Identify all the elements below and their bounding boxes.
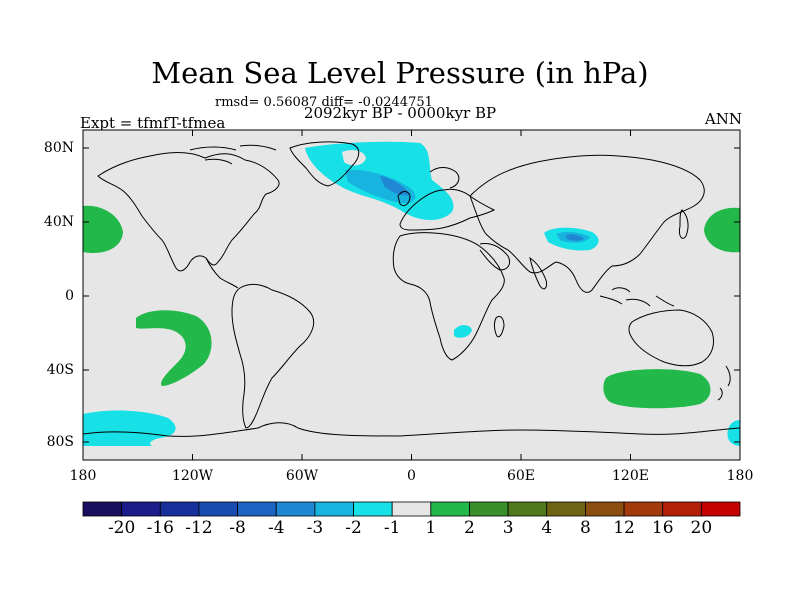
colorbar-box-3: [198, 501, 238, 517]
colorbar-label-10: 3: [502, 518, 514, 538]
lon-label-120w: 120W: [171, 468, 214, 484]
north-pacific-positive-east: [704, 207, 740, 253]
colorbar-label-5: -3: [306, 518, 324, 538]
experiment-label: Expt = tfmfT-tfmea: [80, 114, 226, 132]
colorbar-box-13: [585, 501, 625, 517]
colorbar: [82, 501, 741, 517]
antarctic-east-negative: [727, 420, 740, 446]
figure-title: Mean Sea Level Pressure (in hPa): [151, 56, 649, 90]
anomaly-fields: [83, 141, 740, 446]
greenland-positive-spot: [342, 150, 366, 166]
colorbar-label-13: 12: [613, 518, 635, 538]
colorbar-label-0: -20: [107, 518, 136, 538]
lon-label-180w: 180: [69, 468, 97, 484]
colorbar-label-15: 20: [690, 518, 713, 538]
coast-central-america: [205, 257, 239, 289]
lat-ticks: [83, 147, 740, 443]
lon-label-60w: 60W: [285, 468, 319, 484]
coast-asia: [469, 154, 705, 293]
colorbar-box-14: [623, 501, 664, 517]
colorbar-label-2: -12: [185, 518, 213, 538]
stats-text: rmsd= 0.56087 diff= -0.0244751: [215, 95, 433, 110]
colorbar-label-12: 8: [579, 518, 591, 538]
coast-greenland: [289, 141, 360, 187]
lon-label-180e: 180: [726, 468, 754, 484]
coast-north-america: [97, 152, 280, 272]
coast-south-america: [231, 283, 315, 429]
colorbar-box-7: [353, 501, 393, 517]
coast-japan: [679, 209, 689, 239]
colorbar-box-1: [121, 501, 161, 517]
colorbar-label-9: 2: [464, 518, 475, 538]
colorbar-box-6: [314, 501, 354, 517]
colorbar-label-3: -8: [229, 518, 246, 538]
period-text: 2092kyr BP - 0000kyr BP: [303, 104, 497, 122]
lat-label-80n: 80N: [43, 140, 74, 156]
colorbar-box-9: [430, 501, 470, 517]
colorbar-label-4: -4: [267, 518, 285, 538]
lat-label-80s: 80S: [46, 434, 74, 450]
coast-arctic-islands: [189, 144, 277, 165]
south-pacific-antarctic-negative: [83, 410, 176, 446]
colorbar-box-12: [546, 501, 586, 517]
coast-indonesia: [599, 287, 675, 307]
lon-label-60e: 60E: [506, 468, 536, 484]
coast-arabia: [479, 243, 511, 271]
colorbar-label-14: 16: [651, 518, 674, 538]
coast-europe: [399, 167, 496, 231]
lon-label-120e: 120E: [612, 468, 649, 484]
colorbar-box-2: [159, 501, 200, 517]
lon-ticks: [82, 130, 741, 460]
colorbar-box-11: [507, 501, 548, 517]
colorbar-label-7: -1: [383, 518, 401, 538]
coast-madagascar: [494, 315, 505, 338]
colorbar-box-8: [391, 501, 432, 517]
coast-india: [529, 256, 547, 290]
colorbar-box-5: [275, 501, 316, 517]
colorbar-label-6: -2: [345, 518, 362, 538]
south-pacific-crescent-positive: [136, 310, 212, 386]
lon-label-0: 0: [407, 468, 416, 484]
season-label: ANN: [704, 110, 742, 128]
coast-australia: [628, 309, 715, 367]
lat-label-eq: 0: [65, 288, 74, 304]
colorbar-box-10: [469, 501, 509, 517]
colorbar-label-11: 4: [541, 518, 553, 538]
colorbar-box-4: [237, 501, 277, 517]
coast-british-isles: [397, 191, 411, 207]
norwegian-sea-core: [380, 176, 410, 196]
coast-africa: [392, 232, 505, 361]
tibet-inner: [566, 234, 584, 241]
north-atlantic-strong-negative: [345, 169, 416, 204]
north-pacific-positive-west: [83, 205, 123, 254]
colorbar-label-8: 1: [425, 518, 437, 538]
colorbar-box-0: [82, 501, 123, 517]
colorbar-box-16: [700, 501, 741, 517]
lat-label-40n: 40N: [43, 214, 74, 230]
colorbar-label-1: -16: [146, 518, 174, 538]
colorbar-box-15: [662, 501, 702, 517]
southern-africa-negative-spot: [454, 325, 472, 338]
south-indian-positive-region: [603, 369, 711, 409]
lat-label-40s: 40S: [46, 362, 74, 378]
coast-antarctica: [83, 422, 740, 437]
coastlines: [83, 141, 740, 437]
coast-new-zealand: [717, 365, 731, 401]
